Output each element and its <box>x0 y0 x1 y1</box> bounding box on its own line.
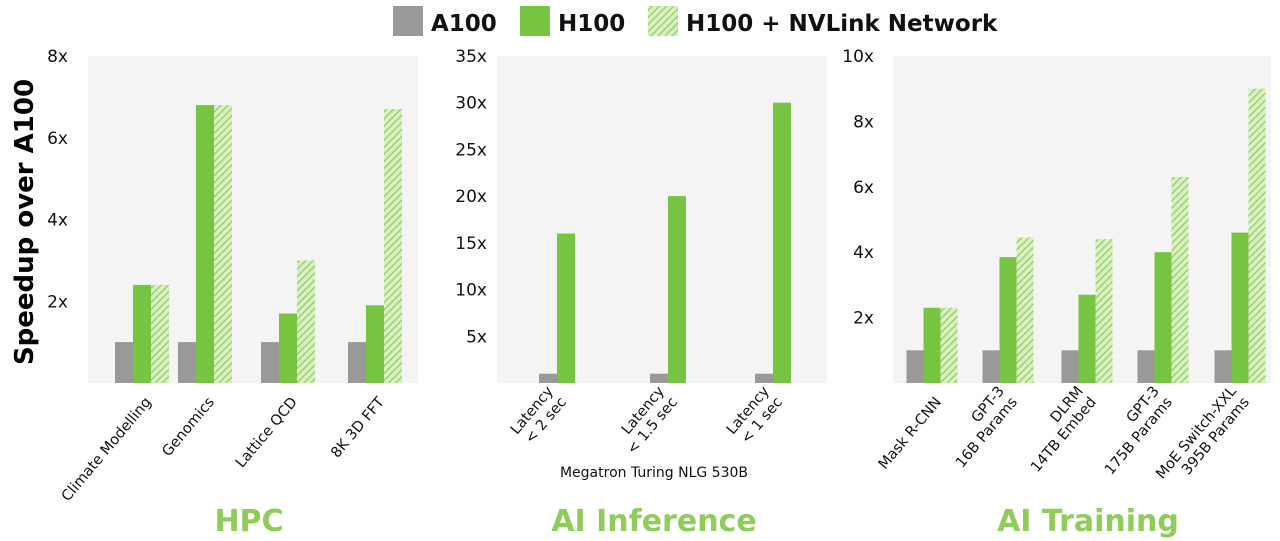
legend: A100 H100 H100 + NVLink Network <box>393 6 998 37</box>
y-tick-label: 10x <box>842 47 874 67</box>
legend-swatch-h100-nvlink <box>648 6 678 36</box>
bar-h100-0 <box>557 233 575 383</box>
y-tick-label: 4x <box>853 243 874 263</box>
legend-label-h100-nvlink: H100 + NVLink Network <box>686 11 998 37</box>
x-tick-label-line: Lattice QCD <box>233 395 301 472</box>
y-tick-label: 2x <box>853 309 874 329</box>
bar-h100-0 <box>133 284 151 383</box>
x-tick-label-line: Mask R-CNN <box>876 395 945 473</box>
y-tick-label: 6x <box>47 129 68 149</box>
y-tick-label: 35x <box>455 47 487 67</box>
training-y-ticks: 2x 4x 6x 8x 10x <box>842 47 874 329</box>
y-tick-label: 20x <box>455 187 487 207</box>
training-title: AI Training <box>997 504 1179 539</box>
bar-a100-1 <box>982 350 1000 383</box>
bar-h100-1 <box>668 196 686 383</box>
x-tick-label: Mask R-CNN <box>876 395 945 473</box>
y-tick-label: 2x <box>47 292 68 312</box>
inference-subtitle: Megatron Turing NLG 530B <box>560 465 748 481</box>
bar-h100-3 <box>366 305 384 383</box>
y-axis-label: Speedup over A100 <box>10 79 40 365</box>
hpc-y-ticks: 2x 4x 6x 8x <box>47 47 68 312</box>
bar-h100-1 <box>196 105 214 383</box>
x-tick-label: Latency< 1.5 sec <box>619 383 681 457</box>
hpc-title: HPC <box>214 504 283 539</box>
bar-a100-2 <box>755 373 773 383</box>
x-tick-label: Lattice QCD <box>233 395 301 472</box>
legend-swatch-h100 <box>520 6 550 36</box>
hpc-bars <box>115 105 402 383</box>
bar-a100-2 <box>1061 350 1079 383</box>
y-tick-label: 25x <box>455 140 487 160</box>
y-tick-label: 30x <box>455 94 487 114</box>
y-tick-label: 10x <box>455 281 487 301</box>
y-tick-label: 8x <box>853 112 874 132</box>
bar-h100-2 <box>773 102 791 383</box>
bar-h100-nvlink-0 <box>151 284 169 383</box>
bar-h100-3 <box>1154 252 1172 383</box>
x-tick-label: Latency< 2 sec <box>508 383 570 447</box>
x-tick-label: Climate Modelling <box>59 395 155 505</box>
y-tick-label: 8x <box>47 47 68 67</box>
bar-h100-nvlink-3 <box>384 109 402 383</box>
x-tick-label: 8K 3D FFT <box>328 394 388 461</box>
inference-x-ticks: Latency< 2 sec Latency< 1.5 sec Latency< 1… <box>508 383 786 457</box>
inference-bars <box>539 102 791 383</box>
inference-y-ticks: 5x 10x 15x 20x 25x 30x 35x <box>455 47 487 347</box>
bar-h100-nvlink-4 <box>1248 88 1266 383</box>
bar-a100-1 <box>178 342 196 383</box>
bar-h100-0 <box>923 307 941 383</box>
bar-h100-nvlink-1 <box>1016 237 1034 383</box>
legend-label-h100: H100 <box>558 11 625 37</box>
bar-h100-nvlink-0 <box>940 307 958 383</box>
bar-h100-2 <box>279 313 297 383</box>
bar-a100-3 <box>1137 350 1155 383</box>
y-tick-label: 6x <box>853 178 874 198</box>
bar-h100-nvlink-3 <box>1171 177 1189 383</box>
bar-h100-1 <box>999 257 1017 383</box>
bar-a100-1 <box>650 373 668 383</box>
legend-label-a100: A100 <box>431 11 497 37</box>
bar-a100-0 <box>115 342 133 383</box>
x-tick-label-line: Genomics <box>159 395 217 460</box>
bar-h100-4 <box>1231 232 1249 383</box>
hpc-panel: 2x 4x 6x 8x Climate Modelling Genomics Lattic… <box>47 47 418 539</box>
bar-a100-0 <box>539 373 557 383</box>
y-tick-label: 5x <box>466 327 487 347</box>
bar-a100-2 <box>261 342 279 383</box>
x-tick-label-line: Climate Modelling <box>59 395 155 505</box>
bar-h100-2 <box>1078 294 1096 383</box>
training-bars <box>906 88 1266 383</box>
bar-h100-nvlink-2 <box>1095 239 1113 383</box>
hpc-x-ticks: Climate Modelling Genomics Lattice QCD 8K 3… <box>59 394 388 504</box>
x-tick-label-line: 8K 3D FFT <box>328 394 388 461</box>
x-tick-label: Latency< 1 sec <box>724 383 786 447</box>
bar-h100-nvlink-2 <box>297 260 315 383</box>
x-tick-label: Genomics <box>159 395 217 460</box>
inference-plot-area <box>497 56 827 383</box>
bar-a100-3 <box>348 342 366 383</box>
y-tick-label: 4x <box>47 211 68 231</box>
y-tick-label: 15x <box>455 234 487 254</box>
inference-title: AI Inference <box>551 504 756 539</box>
bar-a100-4 <box>1214 350 1232 383</box>
bar-a100-0 <box>906 350 924 383</box>
bar-h100-nvlink-1 <box>214 105 232 383</box>
legend-swatch-a100 <box>393 6 423 36</box>
